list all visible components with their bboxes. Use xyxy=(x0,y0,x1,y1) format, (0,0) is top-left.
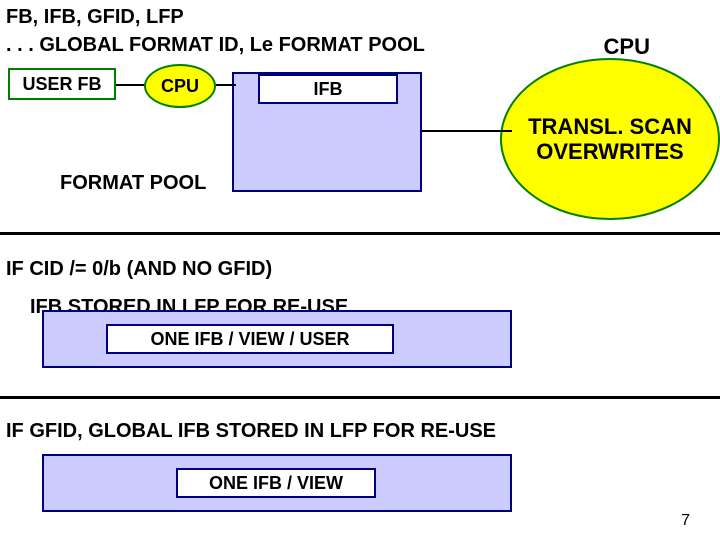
ifb-label: IFB xyxy=(314,79,343,100)
transl-label: TRANSL. SCAN OVERWRITES xyxy=(502,114,718,165)
page-number: 7 xyxy=(681,512,690,530)
user-fb-box: USER FB xyxy=(8,68,116,100)
section2-box-label: ONE IFB / VIEW / USER xyxy=(150,329,349,350)
cpu-right-label: CPU xyxy=(604,34,650,60)
section2-heading: IF CID /= 0/b (AND NO GFID) xyxy=(6,258,272,281)
section2-white-box: ONE IFB / VIEW / USER xyxy=(106,324,394,354)
divider-1 xyxy=(0,232,720,235)
header-line2: . . . GLOBAL FORMAT ID, Le FORMAT POOL xyxy=(6,34,425,57)
cpu-ellipse: CPU xyxy=(144,64,216,108)
connector-ifb-transl xyxy=(422,130,512,132)
cpu-ellipse-label: CPU xyxy=(161,76,199,97)
transl-ellipse: TRANSL. SCAN OVERWRITES xyxy=(500,58,720,220)
section3-box-label: ONE IFB / VIEW xyxy=(209,473,343,494)
connector-cpu-ifb xyxy=(216,84,236,86)
divider-2 xyxy=(0,396,720,399)
section3-heading: IF GFID, GLOBAL IFB STORED IN LFP FOR RE… xyxy=(6,420,496,443)
format-pool-label: FORMAT POOL xyxy=(60,172,206,195)
user-fb-label: USER FB xyxy=(22,74,101,95)
header-line1: FB, IFB, GFID, LFP xyxy=(6,6,184,29)
ifb-small-box: IFB xyxy=(258,74,398,104)
section3-white-box: ONE IFB / VIEW xyxy=(176,468,376,498)
